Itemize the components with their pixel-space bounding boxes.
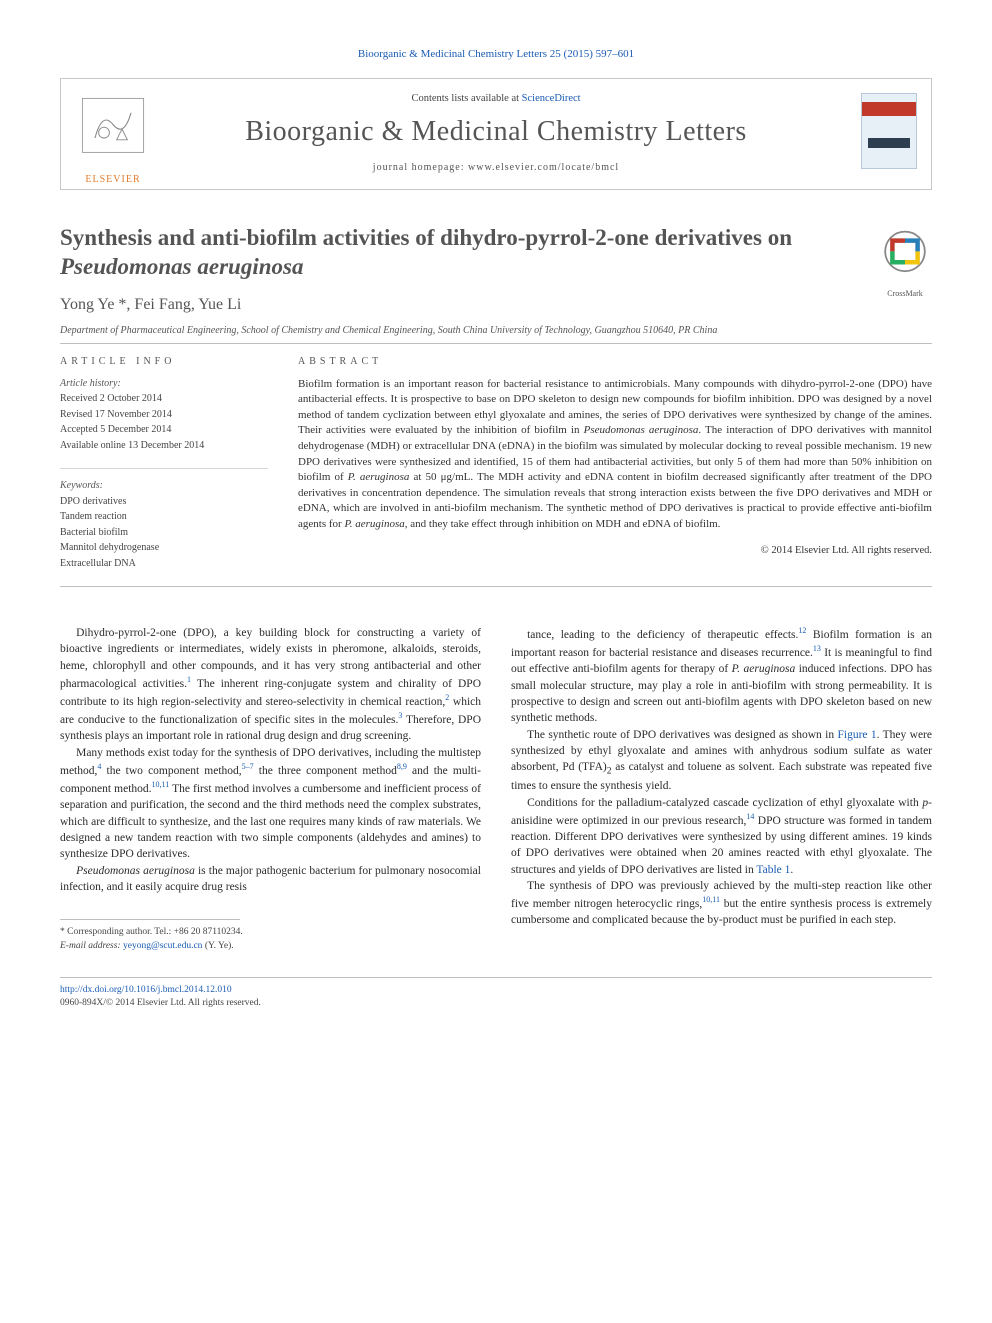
sciencedirect-link[interactable]: ScienceDirect — [522, 93, 581, 104]
corresponding-author-footnote: * Corresponding author. Tel.: +86 20 871… — [60, 926, 481, 953]
abstract-span: , and they take effect through inhibitio… — [405, 518, 721, 530]
body-para: Pseudomonas aeruginosa is the major path… — [60, 863, 481, 896]
history-label: Article history: — [60, 377, 268, 391]
date-accepted: Accepted 5 December 2014 — [60, 423, 268, 437]
abstract-copyright: © 2014 Elsevier Ltd. All rights reserved… — [298, 545, 932, 556]
keyword: Bacterial biofilm — [60, 526, 268, 540]
journal-header: ELSEVIER Contents lists available at Sci… — [60, 78, 932, 190]
text-span: the three component method — [254, 765, 397, 777]
email-label: E-mail address: — [60, 941, 121, 951]
issn-copyright: 0960-894X/© 2014 Elsevier Ltd. All right… — [60, 998, 261, 1008]
text-span: tance, leading to the deficiency of ther… — [527, 629, 798, 641]
species-name: P. aeruginosa — [732, 663, 796, 675]
abstract-species: P. aeruginosa — [348, 471, 410, 483]
contents-pre: Contents lists available at — [411, 93, 521, 104]
elsevier-logo: ELSEVIER — [77, 93, 149, 185]
doi-link[interactable]: http://dx.doi.org/10.1016/j.bmcl.2014.12… — [60, 985, 232, 995]
table-link[interactable]: Table 1 — [756, 864, 790, 876]
keyword: DPO derivatives — [60, 495, 268, 509]
ref-link[interactable]: 10,11 — [152, 780, 170, 789]
corr-tel: * Corresponding author. Tel.: +86 20 871… — [60, 926, 481, 939]
publisher-name: ELSEVIER — [77, 174, 149, 185]
abstract-species: P. aeruginosa — [344, 518, 404, 530]
species-name: Pseudomonas aeruginosa — [76, 865, 195, 877]
text-span: . — [790, 864, 793, 876]
text-span: The synthetic route of DPO derivatives w… — [527, 729, 837, 741]
abstract-head: ABSTRACT — [298, 356, 932, 367]
keywords-label: Keywords: — [60, 479, 268, 493]
crossmark-badge[interactable]: CrossMark — [878, 228, 932, 298]
author-email-link[interactable]: yeyong@scut.edu.cn — [123, 941, 202, 951]
keyword: Extracellular DNA — [60, 557, 268, 571]
body-para: The synthetic route of DPO derivatives w… — [511, 727, 932, 795]
figure-link[interactable]: Figure 1 — [837, 729, 876, 741]
ref-link[interactable]: 13 — [813, 644, 821, 653]
ref-link[interactable]: 8,9 — [397, 762, 407, 771]
body-para: Conditions for the palladium-catalyzed c… — [511, 795, 932, 878]
date-received: Received 2 October 2014 — [60, 392, 268, 406]
keyword: Tandem reaction — [60, 510, 268, 524]
journal-name: Bioorganic & Medicinal Chemistry Letters — [79, 116, 913, 148]
affiliation: Department of Pharmaceutical Engineering… — [60, 324, 932, 337]
page-footer: http://dx.doi.org/10.1016/j.bmcl.2014.12… — [60, 977, 932, 1011]
date-online: Available online 13 December 2014 — [60, 439, 268, 453]
abstract-text: Biofilm formation is an important reason… — [298, 377, 932, 533]
crossmark-label: CrossMark — [878, 289, 932, 298]
email-who: (Y. Ye). — [202, 941, 233, 951]
body-para: The synthesis of DPO was previously achi… — [511, 878, 932, 929]
article-title: Synthesis and anti-biofilm activities of… — [60, 224, 820, 282]
ref-link[interactable]: 5–7 — [242, 762, 254, 771]
journal-homepage: journal homepage: www.elsevier.com/locat… — [79, 162, 913, 173]
keyword: Mannitol dehydrogenase — [60, 541, 268, 555]
contents-line: Contents lists available at ScienceDirec… — [79, 93, 913, 104]
body-para: Many methods exist today for the synthes… — [60, 745, 481, 863]
footnote-rule — [60, 919, 240, 920]
citation-line: Bioorganic & Medicinal Chemistry Letters… — [60, 48, 932, 60]
body-text: Dihydro-pyrrol-2-one (DPO), a key buildi… — [60, 625, 932, 953]
text-span: Conditions for the palladium-catalyzed c… — [527, 797, 922, 809]
text-span: the two component method, — [101, 765, 241, 777]
body-para: tance, leading to the deficiency of ther… — [511, 625, 932, 727]
body-para: Dihydro-pyrrol-2-one (DPO), a key buildi… — [60, 625, 481, 745]
title-main: Synthesis and anti-biofilm activities of… — [60, 225, 792, 250]
journal-cover-thumb — [861, 93, 917, 169]
abstract-species: Pseudomonas aeruginosa — [584, 424, 699, 436]
article-info-head: ARTICLE INFO — [60, 356, 268, 367]
ref-link[interactable]: 10,11 — [702, 895, 720, 904]
date-revised: Revised 17 November 2014 — [60, 408, 268, 422]
title-species: Pseudomonas aeruginosa — [60, 254, 303, 279]
abstract-column: ABSTRACT Biofilm formation is an importa… — [298, 356, 932, 573]
article-info-column: ARTICLE INFO Article history: Received 2… — [60, 356, 268, 573]
author-list: Yong Ye *, Fei Fang, Yue Li — [60, 296, 932, 314]
